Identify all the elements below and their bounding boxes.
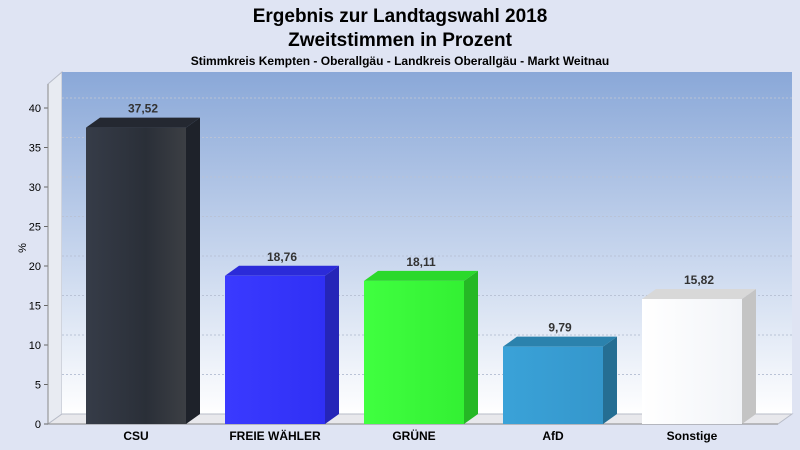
bar-sonstige: 15,82 Sonstige (642, 273, 756, 443)
bar-top (503, 336, 617, 347)
x-tick-label: FREIE WÄHLER (229, 428, 321, 443)
y-tick-label: 5 (35, 380, 41, 392)
plot-left-wall (47, 70, 63, 425)
y-tick-label: 35 (29, 143, 41, 155)
bar-top (225, 265, 339, 276)
bar-front (642, 299, 742, 424)
y-tick-label: 10 (29, 340, 41, 352)
bar-value-label: 37,52 (128, 102, 158, 116)
bar-top (364, 270, 478, 281)
bar-front (364, 280, 464, 424)
x-tick-label: CSU (123, 429, 148, 443)
bars: 37,52 CSU 18,76 FREIE WÄHLER 18,11 GRÜNE 9,79 A… (86, 102, 756, 443)
bar-value-label: 9,79 (548, 321, 572, 335)
y-tick-label: 20 (29, 261, 41, 273)
y-tick-label: 0 (35, 419, 41, 431)
y-tick-label: 25 (29, 222, 41, 234)
y-tick-label: 40 (29, 103, 41, 115)
chart-subsubtitle: Stimmkreis Kempten - Oberallgäu - Landkr… (191, 54, 610, 68)
x-tick-label: GRÜNE (392, 428, 435, 443)
bar-front (503, 346, 603, 424)
bar-value-label: 15,82 (684, 273, 714, 287)
bar-afd: 9,79 AfD (503, 321, 617, 443)
y-axis: 0 5 10 15 20 25 30 35 40 (29, 103, 48, 431)
bar-value-label: 18,76 (267, 250, 297, 264)
bar-side (186, 117, 200, 424)
bar-side (742, 289, 756, 424)
bar-grüne: 18,11 GRÜNE (364, 255, 478, 443)
x-tick-label: AfD (542, 429, 564, 443)
x-tick-label: Sonstige (667, 429, 718, 443)
bar-side (603, 336, 617, 424)
bar-side (325, 265, 339, 424)
bar-value-label: 18,11 (406, 255, 436, 269)
y-tick-label: 30 (29, 182, 41, 194)
bar-front (86, 127, 186, 424)
y-axis-label: % (17, 243, 29, 253)
bar-top (642, 289, 756, 300)
bar-csu: 37,52 CSU (86, 102, 200, 443)
bar-front (225, 275, 325, 424)
bar-freie-wähler: 18,76 FREIE WÄHLER (225, 250, 339, 443)
y-tick-label: 15 (29, 301, 41, 313)
chart-title: Ergebnis zur Landtagswahl 2018 (253, 6, 548, 27)
chart-subtitle: Zweitstimmen in Prozent (288, 30, 512, 51)
bar-top (86, 117, 200, 128)
bar-side (464, 270, 478, 424)
